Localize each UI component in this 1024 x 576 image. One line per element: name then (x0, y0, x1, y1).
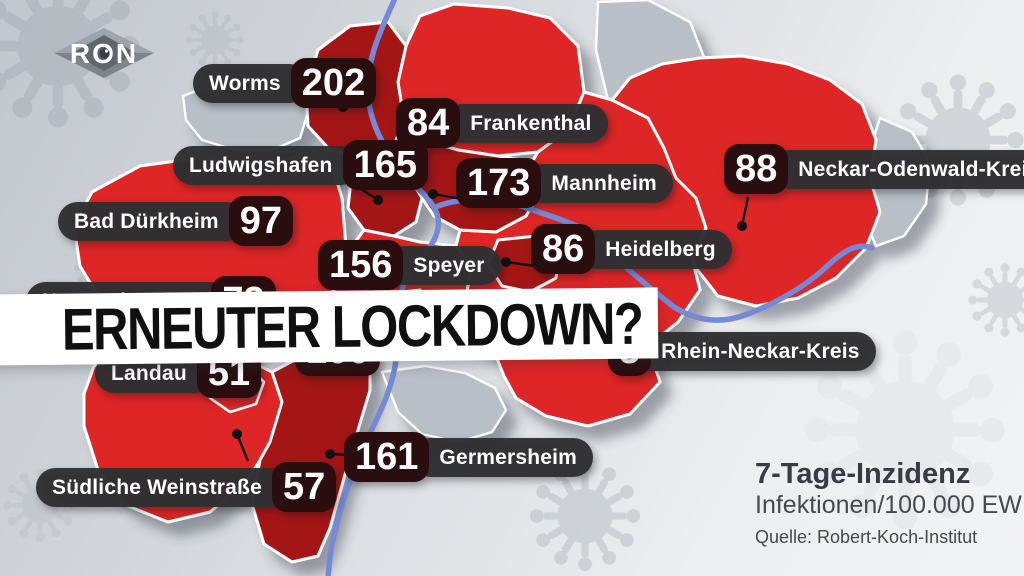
logo-eye-pupil (99, 48, 110, 59)
region-value: 86 (531, 224, 596, 274)
pointer-dot-germersheim (325, 449, 335, 459)
pointer-dot-ludwigshafen (373, 195, 383, 205)
headline-text: ERNEUTER LOCKDOWN? (61, 290, 643, 363)
label-heidelberg: 86 Heidelberg (531, 224, 732, 274)
pointer-dot-mannheim (428, 189, 438, 199)
region-name: Südliche Weinstraße (36, 467, 290, 507)
logo-eye-highlight (104, 49, 109, 53)
label-bad-duerkheim: Bad Dürkheim 97 (58, 196, 294, 246)
label-speyer: 156 Speyer (318, 240, 501, 290)
region-value: 88 (724, 144, 789, 194)
region-value: 57 (271, 462, 337, 512)
label-mannheim: 173 Mannheim (456, 158, 673, 208)
label-worms: Worms 202 (193, 58, 377, 108)
region-name: Germersheim (411, 437, 594, 477)
pointer-dot-neckar-odenwald (737, 221, 747, 231)
headline-banner: ERNEUTER LOCKDOWN? (0, 287, 659, 366)
region-name: Frankenthal (442, 103, 608, 143)
region-name: Worms (193, 63, 309, 103)
region-value: 165 (342, 140, 428, 190)
label-frankenthal: 84 Frankenthal (396, 98, 608, 148)
virus-icon (968, 263, 1024, 337)
label-germersheim: 161 Germersheim (344, 432, 594, 482)
region-name: Bad Dürkheim (58, 201, 247, 241)
region-value: 97 (228, 196, 294, 246)
label-ludwigshafen: Ludwigshafen 165 (173, 140, 428, 190)
legend-title: 7-Tage-Inzidenz (755, 458, 971, 490)
pointer-dot-suedliche-weinstrasse (232, 429, 242, 439)
region-name: Mannheim (523, 163, 673, 203)
outside-area-south (380, 364, 508, 444)
legend-source: Quelle: Robert-Koch-Institut (755, 526, 978, 547)
label-neckar-odenwald-kreis: 88 Neckar-Odenwald-Kreis (724, 144, 1024, 194)
region-value: 84 (396, 98, 461, 148)
region-value: 156 (318, 240, 404, 290)
region-name: Rhein-Neckar-Kreis (633, 331, 876, 371)
region-name: Speyer (385, 245, 501, 285)
region-value: 202 (290, 58, 377, 108)
region-value: 173 (456, 158, 542, 208)
region-name: Neckar-Odenwald-Kreis (770, 149, 1024, 189)
label-suedliche-weinstrasse: Südliche Weinstraße 57 (36, 462, 337, 512)
region-name: Ludwigshafen (173, 145, 361, 185)
region-name: Heidelberg (577, 229, 732, 269)
pointer-dot-heidelberg (501, 257, 511, 267)
region-value: 161 (344, 432, 430, 482)
legend-block: 7-Tage-Inzidenz Infektionen/100.000 EW Q… (755, 458, 1022, 548)
ron-logo: RON (54, 28, 154, 78)
legend-subtitle: Infektionen/100.000 EW (755, 491, 1022, 520)
